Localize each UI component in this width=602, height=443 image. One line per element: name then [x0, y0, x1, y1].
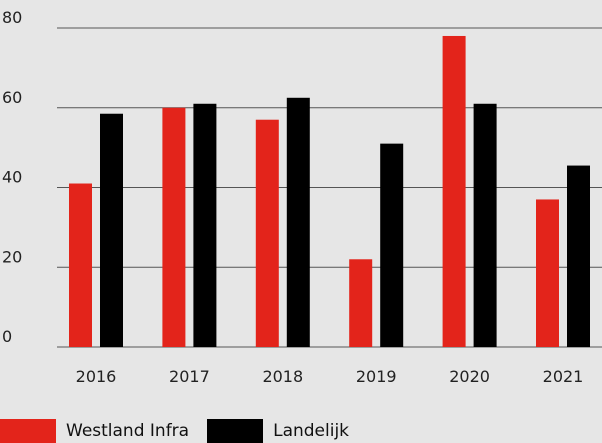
- bar-landelijk-2019: [380, 143, 404, 347]
- bar-westland-infra-2021: [536, 199, 559, 347]
- legend-label-landelijk: Landelijk: [273, 421, 350, 441]
- bar-landelijk-2021: [567, 165, 590, 347]
- legend-swatch-westland-infra: [0, 419, 56, 443]
- bar-westland-infra-2018: [255, 119, 279, 348]
- x-tick-label-2019: 2019: [356, 367, 397, 386]
- x-tick-label-2016: 2016: [76, 367, 117, 386]
- x-tick-label-2021: 2021: [543, 367, 584, 386]
- bar-westland-infra-2020: [442, 35, 466, 347]
- y-tick-label-0: 0: [2, 327, 12, 346]
- bar-chart: 0 20 40 60 80 2016 2017 2018 2019 2020 2021: [2, 8, 602, 386]
- legend-label-westland-infra: Westland Infra: [66, 421, 190, 441]
- y-tick-label-20: 20: [2, 247, 22, 266]
- x-tick-label-2017: 2017: [169, 367, 210, 386]
- y-tick-label-80: 80: [2, 8, 22, 27]
- bar-westland-infra-2016: [69, 183, 92, 347]
- legend-swatch-landelijk: [207, 419, 264, 443]
- x-tick-label-2020: 2020: [449, 367, 490, 386]
- x-tick-label-2018: 2018: [262, 367, 303, 386]
- bar-landelijk-2016: [100, 113, 123, 347]
- legend: Westland Infra Landelijk: [0, 419, 367, 443]
- bar-landelijk-2020: [473, 103, 497, 347]
- y-tick-label-60: 60: [2, 88, 22, 107]
- y-tick-label-40: 40: [2, 168, 22, 187]
- bar-landelijk-2017: [193, 103, 217, 347]
- bar-landelijk-2018: [286, 97, 310, 347]
- bar-westland-infra-2019: [349, 259, 373, 347]
- bar-westland-infra-2017: [162, 107, 186, 347]
